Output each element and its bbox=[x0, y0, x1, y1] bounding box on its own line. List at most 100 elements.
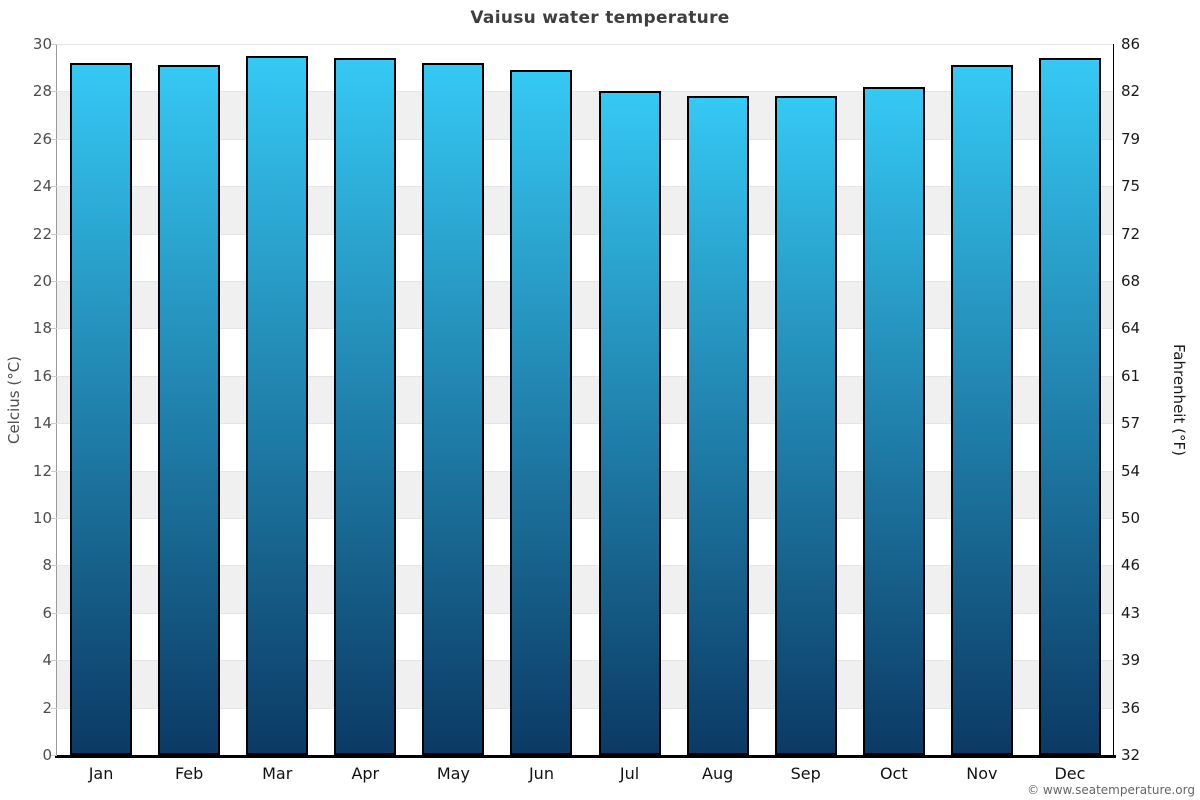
fahrenheit-tick-label: 39 bbox=[1121, 651, 1141, 670]
fahrenheit-tick-label: 43 bbox=[1121, 603, 1141, 622]
celsius-tick-label: 18 bbox=[32, 319, 52, 338]
fahrenheit-tick-label: 86 bbox=[1121, 35, 1141, 53]
celsius-tick-label: 16 bbox=[32, 366, 52, 385]
celsius-tick-label: 12 bbox=[32, 461, 52, 480]
bar-feb bbox=[158, 65, 221, 755]
left-tick-mark bbox=[51, 518, 57, 519]
gridline bbox=[57, 186, 1114, 188]
x-tick-label-oct: Oct bbox=[879, 764, 908, 783]
background-band bbox=[57, 91, 1114, 139]
x-tick-label-nov: Nov bbox=[966, 764, 998, 783]
celsius-tick-label: 0 bbox=[42, 746, 52, 764]
left-tick-mark bbox=[51, 612, 57, 614]
bar-jul bbox=[598, 91, 661, 755]
left-tick-mark bbox=[51, 375, 57, 377]
fahrenheit-tick-label: 68 bbox=[1121, 272, 1141, 290]
left-tick-mark bbox=[51, 423, 57, 425]
left-tick-mark bbox=[51, 91, 57, 93]
left-axis-line bbox=[56, 44, 57, 755]
chart-title: Vaiusu water temperature bbox=[470, 8, 730, 28]
gridline bbox=[57, 660, 1114, 662]
gridline bbox=[57, 470, 1114, 472]
gridline bbox=[57, 423, 1114, 425]
gridline bbox=[57, 44, 1114, 45]
fahrenheit-tick-label: 75 bbox=[1121, 177, 1141, 196]
gridline bbox=[57, 328, 1114, 330]
celsius-tick-label: 2 bbox=[42, 698, 52, 717]
gridline bbox=[57, 91, 1114, 93]
bar-may bbox=[422, 62, 485, 755]
celsius-tick-label: 14 bbox=[32, 414, 52, 433]
bar-sep bbox=[774, 96, 837, 755]
bar-jan bbox=[70, 62, 133, 755]
fahrenheit-tick-label: 82 bbox=[1121, 82, 1141, 101]
gridline bbox=[57, 138, 1114, 140]
x-tick-label-mar: Mar bbox=[262, 764, 293, 783]
bar-apr bbox=[334, 58, 397, 755]
celsius-tick-label: 28 bbox=[32, 82, 52, 101]
x-tick-label-feb: Feb bbox=[174, 764, 204, 783]
background-band bbox=[57, 565, 1114, 613]
gridline bbox=[57, 375, 1114, 377]
celsius-tick-label: 22 bbox=[32, 224, 52, 243]
x-tick-label-sep: Sep bbox=[790, 764, 821, 783]
celsius-tick-label: 4 bbox=[42, 651, 52, 670]
gridline bbox=[57, 233, 1114, 235]
celsius-tick-label: 6 bbox=[42, 603, 52, 622]
bar-dec bbox=[1038, 58, 1101, 755]
fahrenheit-tick-label: 57 bbox=[1121, 414, 1141, 433]
bar-nov bbox=[950, 65, 1013, 755]
fahrenheit-tick-label: 72 bbox=[1121, 224, 1141, 243]
background-band bbox=[57, 470, 1114, 518]
right-axis-line bbox=[1113, 44, 1114, 756]
background-band bbox=[57, 281, 1114, 329]
x-tick-label-jul: Jul bbox=[619, 764, 640, 783]
gridline bbox=[57, 707, 1114, 709]
fahrenheit-tick-label: 61 bbox=[1121, 366, 1141, 385]
celsius-axis-title: Celcius (°C) bbox=[5, 355, 23, 444]
fahrenheit-tick-label: 46 bbox=[1121, 556, 1141, 575]
celsius-tick-label: 30 bbox=[32, 35, 52, 53]
fahrenheit-tick-label: 79 bbox=[1121, 129, 1141, 148]
left-tick-mark bbox=[51, 565, 57, 567]
celsius-tick-label: 26 bbox=[32, 129, 52, 148]
copyright-watermark: © www.seatemperature.org bbox=[1027, 783, 1195, 797]
fahrenheit-tick-label: 32 bbox=[1121, 746, 1141, 764]
left-tick-mark bbox=[51, 186, 57, 188]
fahrenheit-tick-label: 64 bbox=[1121, 319, 1141, 338]
left-tick-mark bbox=[51, 470, 57, 472]
plot-area bbox=[57, 44, 1114, 755]
gridline bbox=[57, 565, 1114, 567]
x-tick-label-aug: Aug bbox=[702, 764, 734, 783]
celsius-tick-label: 24 bbox=[32, 177, 52, 196]
left-tick-mark bbox=[51, 328, 57, 330]
gridline bbox=[57, 518, 1114, 519]
bar-jun bbox=[510, 70, 573, 755]
fahrenheit-tick-label: 36 bbox=[1121, 698, 1141, 717]
left-tick-mark bbox=[51, 44, 57, 45]
bar-aug bbox=[686, 96, 749, 755]
left-tick-mark bbox=[51, 755, 57, 756]
left-tick-mark bbox=[51, 233, 57, 235]
left-tick-mark bbox=[51, 281, 57, 282]
x-tick-label-dec: Dec bbox=[1054, 764, 1086, 783]
left-tick-mark bbox=[51, 660, 57, 662]
background-band bbox=[57, 660, 1114, 708]
x-tick-label-jan: Jan bbox=[88, 764, 114, 783]
left-tick-mark bbox=[51, 138, 57, 140]
x-tick-label-apr: Apr bbox=[351, 764, 380, 783]
celsius-tick-label: 10 bbox=[32, 509, 52, 527]
fahrenheit-axis-title: Fahrenheit (°F) bbox=[1170, 343, 1188, 456]
celsius-tick-label: 8 bbox=[42, 556, 52, 575]
celsius-tick-label: 20 bbox=[32, 272, 52, 290]
background-band bbox=[57, 186, 1114, 234]
background-band bbox=[57, 375, 1114, 424]
x-axis-line bbox=[55, 755, 1116, 758]
x-tick-label-may: May bbox=[436, 764, 470, 783]
left-tick-mark bbox=[51, 707, 57, 709]
gridline bbox=[57, 612, 1114, 614]
fahrenheit-tick-label: 50 bbox=[1121, 509, 1141, 527]
gridline bbox=[57, 281, 1114, 282]
bar-oct bbox=[862, 86, 925, 755]
